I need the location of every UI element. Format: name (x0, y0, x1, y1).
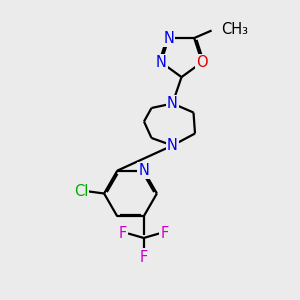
Text: CH₃: CH₃ (221, 22, 248, 38)
Text: N: N (167, 96, 178, 111)
Text: N: N (164, 31, 174, 46)
Text: O: O (196, 55, 208, 70)
Text: F: F (140, 250, 148, 265)
Text: N: N (155, 55, 167, 70)
Text: N: N (167, 138, 178, 153)
Text: F: F (118, 226, 127, 241)
Text: F: F (160, 226, 169, 241)
Text: N: N (138, 163, 149, 178)
Text: Cl: Cl (74, 184, 88, 199)
